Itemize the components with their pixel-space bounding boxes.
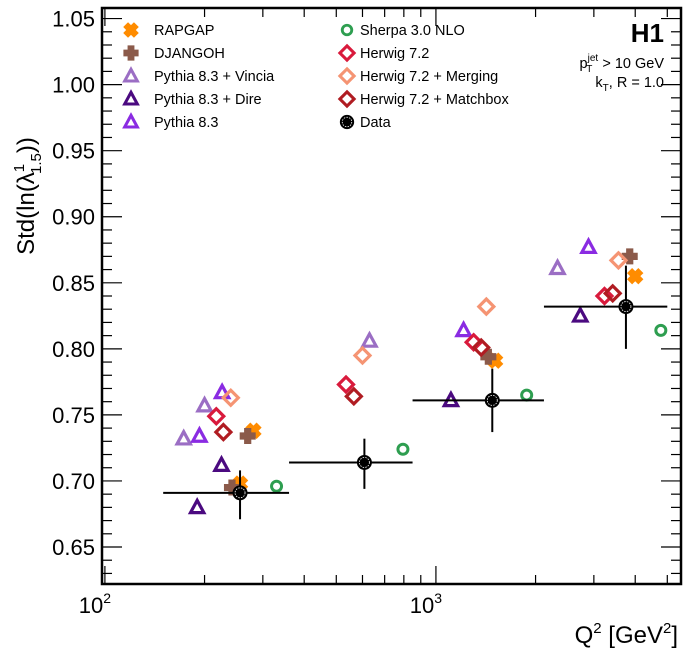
y-tick-label: 0.75	[52, 403, 95, 428]
data-point	[206, 406, 227, 426]
series-herwig-7-2-merging	[220, 250, 629, 408]
legend-entry: Herwig 7.2 + Matchbox	[337, 89, 509, 109]
y-tick-label: 0.65	[52, 535, 95, 560]
x-tick-label: 102	[79, 590, 111, 618]
data-point	[579, 236, 598, 254]
data-point	[570, 305, 590, 323]
series-pythia-8-3	[190, 236, 598, 443]
data-point-ring	[358, 457, 370, 468]
data-point	[602, 283, 623, 304]
data-point	[344, 386, 364, 407]
data-point-ring	[234, 487, 246, 499]
data-point	[476, 296, 497, 317]
plot-frame	[100, 6, 683, 586]
data-point	[621, 248, 638, 265]
y-tick-labels: 0.65 0.70 0.75 0.80 0.85 0.90 0.95 1.00 1.05	[52, 7, 95, 560]
legend-marker	[123, 22, 139, 38]
data-point	[627, 267, 644, 285]
legend-label: Herwig 7.2 + Merging	[360, 69, 498, 85]
legend-label: Herwig 7.2 + Matchbox	[360, 92, 509, 108]
data-points	[163, 236, 668, 520]
data-point	[270, 479, 284, 493]
y-tick-label: 0.70	[52, 469, 95, 494]
series-pythia-8-3-vincia	[174, 257, 567, 446]
data-point	[454, 319, 473, 338]
legend-label: Data	[360, 115, 392, 131]
pt-cut-annotation: pjet T > 10 GeV	[580, 53, 665, 75]
data-point	[594, 286, 615, 306]
data-point-ring	[486, 394, 498, 406]
data-point	[352, 345, 373, 366]
legend-label: Herwig 7.2	[360, 46, 429, 62]
series-data	[163, 265, 668, 520]
data-point	[520, 388, 534, 402]
x-tick-label: 103	[410, 590, 442, 618]
data-point	[360, 330, 379, 348]
data-point	[548, 257, 567, 276]
x-axis-title: Q2 [GeV2]	[575, 620, 678, 649]
legend-marker	[122, 66, 140, 83]
data-point	[190, 425, 209, 443]
data-point	[174, 428, 194, 446]
data-point	[396, 442, 410, 456]
data-point	[336, 374, 356, 395]
legend-label: Sherpa 3.0 NLO	[360, 23, 465, 39]
data-point	[223, 479, 240, 496]
data-point	[195, 395, 214, 413]
series-djangoh	[223, 248, 638, 496]
legend-marker	[123, 45, 139, 61]
x-tick-labels: 102 103	[79, 590, 443, 618]
data-point	[213, 422, 234, 442]
legend-marker	[337, 66, 357, 86]
data-point-ring	[620, 301, 632, 312]
legend-label: RAPGAP	[154, 23, 214, 39]
y-axis-title: Std(ln(λ11.5))	[11, 137, 45, 255]
legend: RAPGAP DJANGOH Pythia 8.3 + Vincia Pythia 8…	[122, 22, 509, 131]
y-tick-label: 1.05	[52, 7, 95, 32]
axis-ticks	[102, 8, 681, 584]
y-tick-label: 0.85	[52, 271, 95, 296]
legend-marker	[337, 89, 357, 109]
legend-entry: Pythia 8.3	[122, 112, 219, 131]
legend-entry: Sherpa 3.0 NLO	[340, 23, 465, 39]
y-tick-label: 1.00	[52, 73, 95, 98]
legend-marker	[122, 89, 140, 106]
legend-entry: Pythia 8.3 + Dire	[122, 89, 262, 108]
series-sherpa-3-0-nlo	[270, 323, 668, 493]
legend-marker-ring	[341, 116, 353, 128]
jet-algo-annotation: kT, R = 1.0	[595, 75, 664, 94]
data-point	[480, 348, 497, 365]
legend-marker	[337, 43, 357, 63]
legend-entry: Data	[339, 114, 392, 131]
experiment-label: H1	[631, 18, 664, 48]
legend-label: Pythia 8.3	[154, 115, 219, 131]
legend-label: DJANGOH	[154, 46, 225, 62]
y-tick-label: 0.95	[52, 139, 95, 164]
data-point	[220, 387, 241, 408]
legend-marker	[122, 112, 140, 129]
legend-label: Pythia 8.3 + Dire	[154, 92, 262, 108]
y-tick-label: 0.80	[52, 337, 95, 362]
y-tick-label: 0.90	[52, 205, 95, 230]
series-pythia-8-3-dire	[187, 305, 590, 515]
legend-entry: Herwig 7.2	[337, 43, 429, 63]
series-herwig-7-2-matchbox	[213, 283, 623, 442]
data-point	[471, 337, 491, 358]
legend-entry: DJANGOH	[123, 45, 225, 62]
series-rapgap	[231, 267, 644, 492]
data-point	[187, 497, 207, 515]
legend-entry: Pythia 8.3 + Vincia	[122, 66, 275, 85]
legend-entry: RAPGAP	[123, 22, 214, 39]
legend-marker	[340, 23, 354, 37]
data-point	[654, 323, 668, 337]
legend-entry: Herwig 7.2 + Merging	[337, 66, 498, 86]
legend-label: Pythia 8.3 + Vincia	[154, 69, 275, 85]
data-point	[608, 250, 629, 271]
data-point	[212, 454, 231, 472]
series-herwig-7-2	[206, 286, 615, 426]
data-point	[239, 428, 256, 445]
